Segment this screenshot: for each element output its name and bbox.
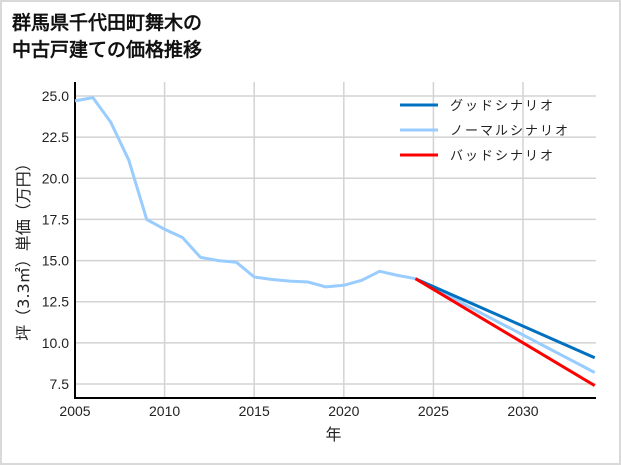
y-tick-label: 22.5 (42, 129, 69, 145)
x-tick-label: 2020 (328, 403, 359, 419)
chart-title: 群馬県千代田町舞木の 中古戸建ての価格推移 (12, 10, 202, 64)
y-tick-label: 25.0 (42, 88, 69, 104)
chart-title-line2: 中古戸建ての価格推移 (12, 39, 203, 61)
y-tick-label: 7.5 (50, 376, 70, 392)
y-axis-label: 坪（3.3㎡）単価（万円） (14, 155, 33, 340)
x-tick-label: 2005 (59, 403, 90, 419)
series-line (74, 96, 596, 374)
y-tick-label: 12.5 (42, 294, 69, 310)
x-tick-label: 2030 (507, 403, 538, 419)
y-tick-label: 10.0 (42, 335, 69, 351)
y-tick-label: 20.0 (42, 170, 69, 186)
x-tick-label: 2010 (149, 403, 180, 419)
legend-label: ノーマルシナリオ (450, 124, 570, 139)
x-tick-label: 2025 (418, 403, 449, 419)
legend-label: バッドシナリオ (450, 149, 555, 164)
x-tick-label: 2015 (239, 403, 270, 419)
series-line (414, 277, 596, 360)
chart-title-line1: 群馬県千代田町舞木の (12, 12, 203, 34)
legend-label: グッドシナリオ (450, 99, 555, 114)
y-tick-label: 15.0 (42, 253, 69, 269)
series-line (414, 277, 596, 387)
x-axis-label: 年 (325, 425, 341, 444)
y-tick-label: 17.5 (42, 211, 69, 227)
